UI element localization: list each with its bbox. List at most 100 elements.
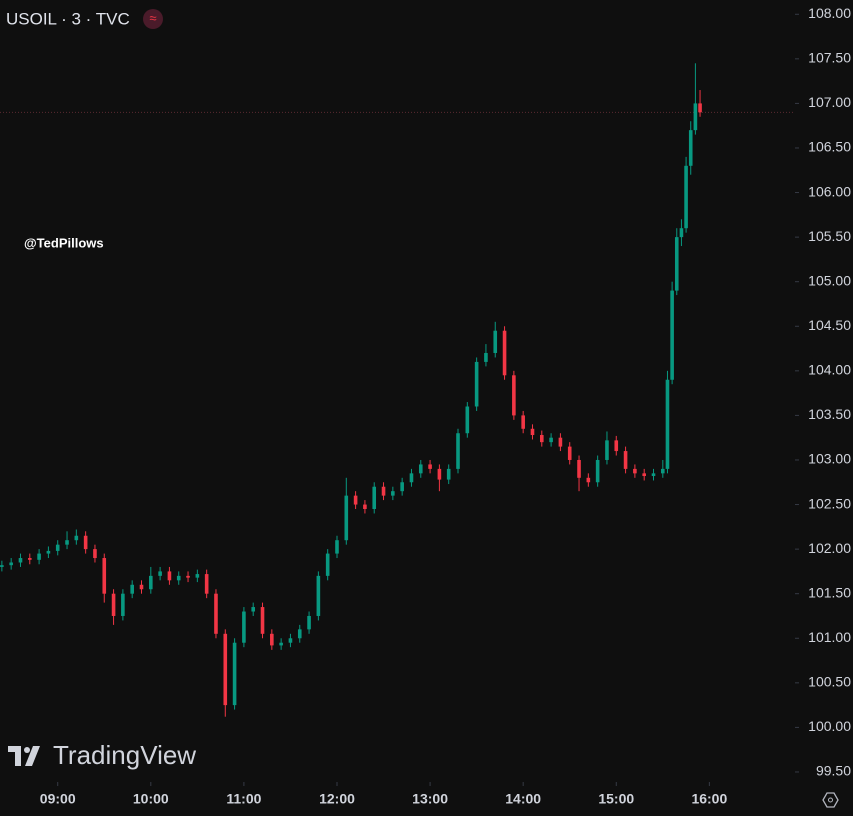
candle-body — [74, 535, 79, 541]
logo-dot — [24, 747, 30, 753]
candle-body — [260, 607, 265, 634]
candle-body — [684, 165, 688, 229]
y-tick-label: 101.00 — [808, 629, 851, 645]
candle-body — [37, 553, 41, 560]
candle-body — [46, 550, 51, 554]
candle-body — [288, 638, 293, 643]
x-tick-label: 10:00 — [133, 791, 169, 807]
y-tick-label: 100.00 — [808, 718, 851, 734]
logo[interactable]: TradingView — [8, 740, 196, 770]
settings-icon-center — [828, 797, 833, 803]
candle-body — [270, 633, 274, 646]
candle-body — [400, 482, 404, 492]
candle-body — [567, 446, 572, 460]
y-tick-label: 106.00 — [808, 183, 851, 199]
candle-body — [18, 558, 23, 563]
candle-body — [577, 459, 581, 478]
candle-body — [614, 440, 619, 452]
candle-body — [651, 473, 656, 477]
candle-body — [9, 562, 13, 566]
candle-body — [381, 486, 386, 496]
candle-body — [353, 495, 358, 505]
candle-body — [111, 593, 116, 616]
candle-body — [55, 544, 60, 551]
symbol-title[interactable]: USOIL · 3 · TVC — [6, 9, 130, 28]
candle-body — [242, 611, 246, 643]
candle-body — [586, 477, 591, 483]
candle-body — [418, 464, 423, 474]
candle-body — [27, 558, 32, 560]
candle-body — [335, 540, 339, 554]
candle-body — [139, 584, 144, 590]
candle-body — [642, 473, 646, 477]
candle-body — [176, 575, 181, 581]
candle-body — [674, 237, 679, 291]
candle-body — [679, 228, 684, 238]
candle-body — [121, 593, 125, 616]
candle-body — [688, 130, 693, 166]
y-tick-label: 104.00 — [808, 362, 851, 378]
candle-body — [512, 375, 516, 416]
candle-body — [465, 406, 470, 434]
candle-body — [83, 535, 88, 550]
y-tick-label: 106.50 — [808, 139, 851, 155]
candle-body — [474, 361, 479, 407]
candle-body — [456, 433, 460, 469]
watermark: @TedPillows — [24, 235, 104, 250]
y-tick-label: 103.00 — [808, 451, 851, 467]
candle-body — [605, 440, 609, 460]
settings-icon[interactable] — [822, 792, 839, 808]
y-tick-label: 108.00 — [808, 5, 851, 21]
candle-body — [502, 330, 507, 376]
candle-body — [493, 330, 498, 354]
candle-body — [530, 428, 535, 436]
candle-body — [363, 504, 367, 510]
y-tick-label: 101.50 — [808, 584, 851, 600]
candle-body — [251, 607, 256, 612]
candle-body — [428, 464, 432, 469]
candle-body — [102, 558, 107, 594]
candle-body — [484, 353, 488, 362]
candle-body — [670, 290, 674, 380]
status-icon[interactable] — [143, 9, 163, 29]
candle-body — [0, 565, 4, 567]
candle-body — [661, 468, 665, 474]
candle-body — [297, 629, 302, 639]
y-tick-label: 104.50 — [808, 317, 851, 333]
status-icon-glyph: ≈ — [149, 10, 156, 25]
candle-body — [595, 459, 600, 483]
y-tick-label: 107.00 — [808, 94, 851, 110]
y-tick-label: 102.00 — [808, 540, 851, 556]
candle-body — [391, 491, 395, 496]
plot-area — [0, 63, 795, 717]
candle-body — [698, 103, 702, 113]
candle-body — [372, 486, 377, 510]
y-tick-label: 99.50 — [816, 763, 851, 779]
y-tick-label: 103.50 — [808, 406, 851, 422]
candle-body — [693, 103, 698, 131]
candle-body — [149, 575, 153, 590]
x-tick-label: 16:00 — [691, 791, 727, 807]
logo-text: TradingView — [53, 740, 196, 770]
candle-body — [195, 574, 200, 578]
candle-body — [130, 584, 134, 594]
candle-body — [437, 468, 442, 480]
candle-body — [344, 495, 349, 541]
x-tick-label: 14:00 — [505, 791, 541, 807]
x-tick-label: 13:00 — [412, 791, 448, 807]
candle-body — [204, 574, 209, 594]
x-tick-label: 12:00 — [319, 791, 355, 807]
candle-body — [223, 633, 228, 706]
candle-body — [186, 575, 190, 578]
candle-body — [409, 473, 414, 483]
candle-body — [307, 615, 311, 630]
candle-body — [521, 415, 525, 429]
candle-body — [214, 593, 218, 634]
candle-body — [65, 540, 69, 545]
candle-body — [232, 642, 237, 706]
x-tick-label: 09:00 — [40, 791, 76, 807]
candle-body — [539, 435, 544, 443]
